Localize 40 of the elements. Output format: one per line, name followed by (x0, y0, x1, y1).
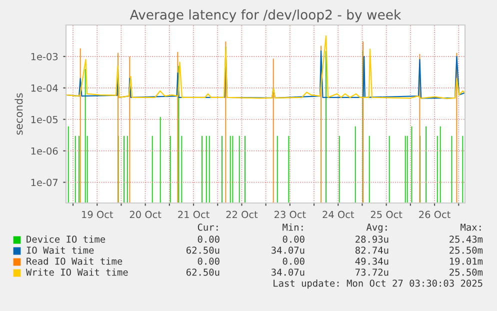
legend-label: Read IO Wait time (26, 257, 122, 265)
text: 19.01m (450, 258, 483, 265)
x-tick-label: 23 Oct (274, 210, 306, 218)
y-tick-label: 1e-05 (31, 116, 58, 124)
legend-label: Write IO Wait time (26, 268, 128, 276)
x-tick-label: 22 Oct (226, 210, 258, 218)
x-tick-label: 21 Oct (178, 210, 210, 218)
text: 25.43m (450, 236, 483, 243)
text: 62.50u (186, 246, 220, 254)
x-tick-label: 20 Oct (130, 210, 162, 218)
x-tick-label: 24 Oct (322, 210, 354, 218)
text: 34.07u (272, 246, 304, 254)
text: Min: (282, 223, 303, 231)
x-tick-label: 19 Oct (82, 210, 114, 218)
text: 0.00 (198, 258, 220, 265)
text: 0.00 (282, 236, 304, 243)
x-tick-label: 26 Oct (419, 210, 450, 218)
text: 62.50u (186, 268, 220, 276)
y-tick-label: 1e-06 (31, 147, 58, 155)
text: Max: (460, 224, 481, 231)
y-tick-label: 1e-03 (31, 52, 58, 60)
text: Last update: Mon Oct 27 03:30:03 2025 (274, 279, 482, 289)
legend-label: Device IO time (26, 235, 106, 243)
text: 0.00 (198, 236, 220, 243)
chart-title: Average latency for /dev/loop2 - by week (130, 9, 402, 22)
text: Cur: (198, 224, 218, 231)
text: 34.07u (272, 268, 304, 276)
text: 49.34u (355, 258, 388, 265)
text: 25.50m (450, 268, 483, 276)
text: 25.50m (450, 246, 483, 254)
x-tick-label: 25 Oct (370, 210, 402, 218)
text: Avg: (366, 224, 387, 233)
text: 28.93u (356, 236, 388, 243)
legend-label: IO Wait time (26, 246, 94, 254)
text: 82.74u (355, 246, 388, 254)
y-tick-label: 1e-07 (31, 178, 58, 186)
y-axis-title: seconds (14, 93, 23, 135)
text: 73.72u (356, 268, 388, 276)
y-tick-label: 1e-04 (31, 84, 58, 92)
text: 0.00 (282, 258, 304, 265)
